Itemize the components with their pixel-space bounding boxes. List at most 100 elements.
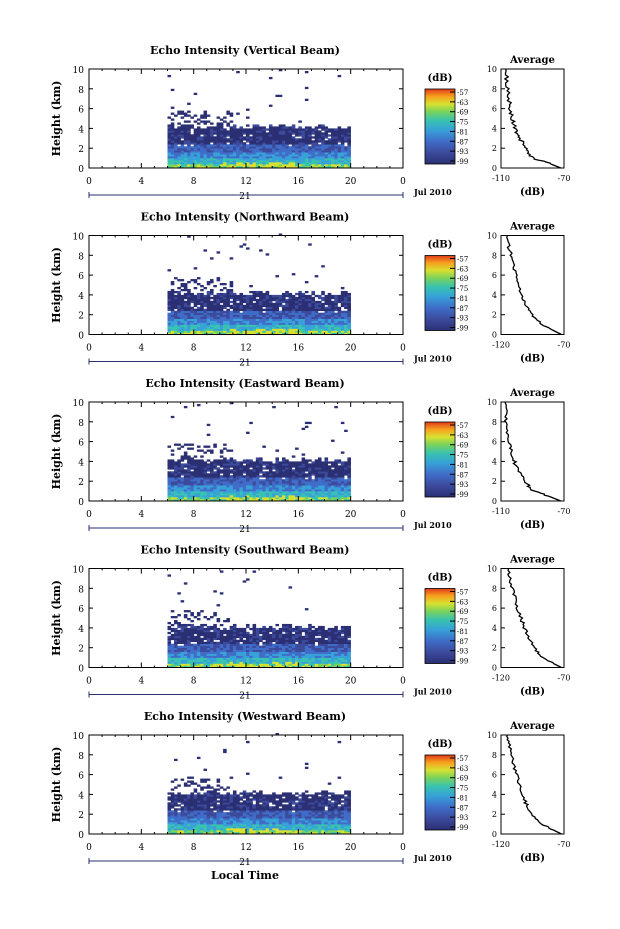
heatmap-cell (193, 467, 198, 470)
y-tick-label: 6 (78, 272, 84, 282)
heatmap-cell (249, 657, 253, 660)
heatmap-cell (291, 144, 296, 147)
heatmap-cell (216, 330, 221, 333)
heatmap-cell (239, 130, 244, 133)
heatmap-cell (216, 304, 221, 308)
heatmap-cell (340, 493, 345, 496)
heatmap-cell (255, 473, 260, 476)
heatmap-cell (210, 471, 214, 474)
heatmap-cell (174, 160, 178, 163)
heatmap-cell (311, 491, 315, 494)
heatmap-cell (170, 292, 175, 296)
heatmap-cell (236, 166, 240, 169)
x-tick-label: 0 (86, 510, 92, 520)
heatmap-cell (295, 324, 299, 327)
heatmap-cell (242, 150, 247, 153)
heatmap-cell (236, 499, 240, 502)
avg-y-tick-label: 4 (492, 124, 497, 133)
heatmap-cell (285, 314, 289, 317)
heatmap-cell (187, 296, 191, 300)
heatmap-cell (229, 465, 234, 468)
heatmap-cell (347, 324, 351, 327)
heatmap-cell (255, 140, 260, 143)
heatmap-cell (255, 649, 260, 652)
heatmap-cell (308, 475, 312, 478)
heatmap-cell (259, 627, 263, 631)
heatmap-cell (196, 612, 201, 615)
heatmap-cell (259, 320, 263, 323)
heatmap-cell (177, 485, 181, 488)
heatmap-cell (344, 290, 348, 294)
heatmap-cell (180, 635, 185, 639)
heatmap-cell (272, 499, 276, 502)
heatmap-cell (174, 328, 178, 331)
heatmap-cell (190, 447, 194, 450)
heatmap-cell (252, 308, 257, 312)
heatmap-cell (213, 126, 217, 129)
heatmap-cell (190, 661, 194, 664)
heatmap-cell (317, 637, 322, 641)
heatmap-cell (219, 308, 224, 312)
heatmap-cell (252, 653, 257, 656)
heatmap-cell (213, 152, 217, 155)
heatmap-cell (232, 663, 237, 666)
heatmap-cell (236, 485, 240, 488)
heatmap-cell (265, 487, 270, 490)
heatmap-cell (334, 497, 338, 500)
heatmap-cell (200, 140, 204, 143)
heatmap-cell (226, 330, 230, 333)
heatmap-cell (236, 132, 240, 135)
heatmap-cell (190, 625, 194, 629)
heatmap-cell (203, 469, 208, 472)
heatmap-cell (298, 471, 302, 474)
heatmap-cell (183, 136, 188, 139)
heatmap-cell (334, 130, 338, 133)
heatmap-cell (193, 156, 198, 159)
heatmap-cell (167, 160, 172, 163)
heatmap-cell (308, 627, 312, 631)
heatmap-cell (311, 128, 315, 131)
heatmap-cell (177, 481, 181, 484)
heatmap-cell (314, 158, 319, 161)
heatmap-cell (246, 645, 250, 648)
heatmap-cell (223, 294, 227, 298)
heatmap-cell (265, 140, 270, 143)
heatmap-cell (196, 298, 201, 302)
heatmap-cell (265, 483, 270, 486)
heatmap-cell (301, 467, 306, 470)
heatmap-cell (298, 495, 302, 498)
heatmap-cell (213, 475, 217, 478)
heatmap-cell (219, 292, 224, 296)
heatmap-cell (291, 326, 296, 329)
heatmap-cell (206, 322, 211, 325)
heatmap-cell (200, 136, 204, 139)
heatmap-cell (298, 463, 302, 466)
heatmap-cell (327, 483, 332, 486)
heatmap-cell (226, 292, 230, 296)
heatmap-cell (278, 483, 283, 486)
heatmap-cell (183, 651, 188, 654)
heatmap-cell (226, 643, 230, 647)
heatmap-cell (242, 653, 247, 656)
heatmap-cell (180, 473, 185, 476)
heatmap-cell (288, 639, 293, 643)
heatmap-cell (337, 136, 342, 139)
heatmap-cell (301, 136, 306, 139)
heatmap-cell (203, 294, 208, 298)
heatmap-cell (232, 485, 237, 488)
heatmap-cell (236, 633, 240, 637)
heatmap-cell (236, 647, 240, 650)
heatmap-cell (219, 475, 224, 478)
heatmap-cell (203, 479, 208, 482)
heatmap-cell (285, 647, 289, 650)
heatmap-cell (278, 312, 283, 315)
heatmap-cell (288, 479, 293, 482)
heatmap-cell (340, 148, 345, 151)
heatmap-cell (177, 330, 181, 333)
heatmap-cell (278, 475, 283, 478)
heatmap-cell (187, 618, 191, 621)
heatmap-cell (308, 304, 312, 308)
heatmap-cell (331, 485, 335, 488)
heatmap-cell (226, 477, 230, 480)
heatmap-cell (226, 300, 230, 304)
